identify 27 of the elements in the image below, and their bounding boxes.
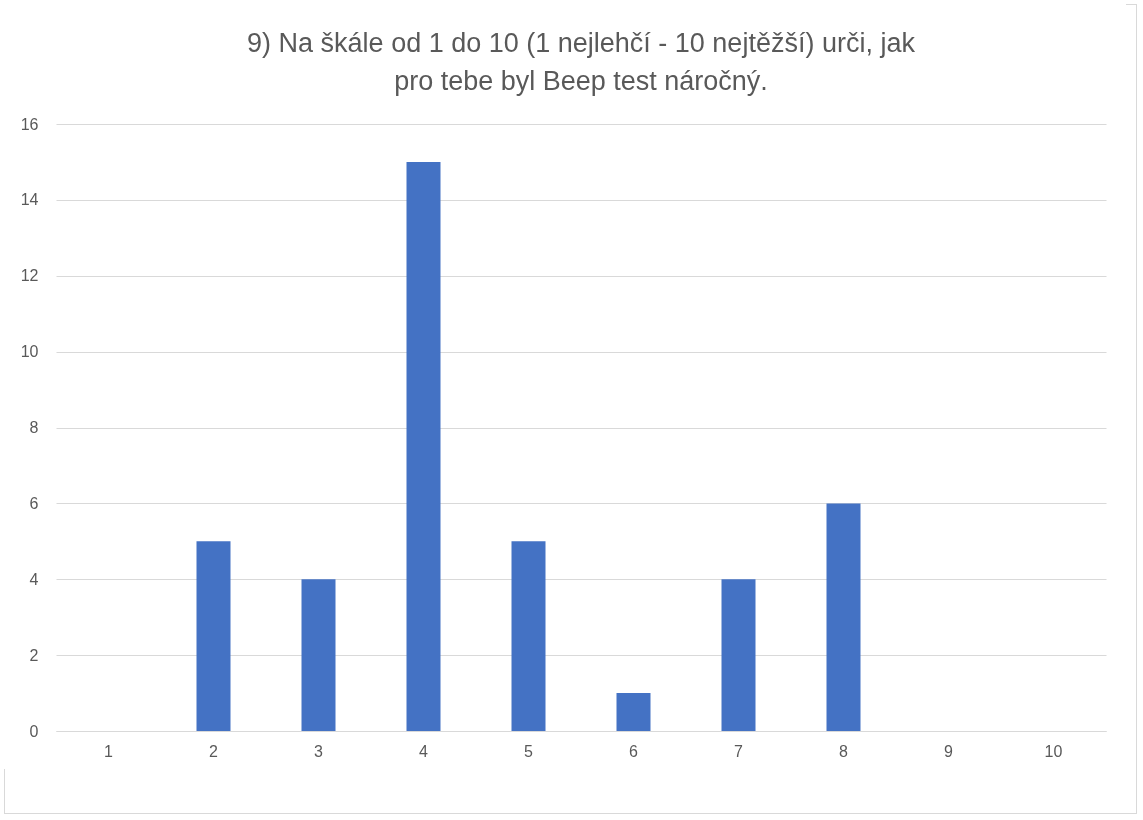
x-tick-label: 6 [629,742,639,760]
y-tick-label: 2 [29,646,39,664]
y-tick-label: 6 [29,494,39,512]
x-tick-label: 9 [944,742,954,760]
x-tick-label: 1 [104,742,114,760]
bar [721,579,756,731]
bar [511,541,546,731]
bar [301,579,336,731]
x-tick-label: 2 [209,742,219,760]
y-tick-label: 0 [29,722,39,740]
x-tick-label: 10 [1044,742,1063,760]
y-tick-label: 10 [20,343,39,361]
bar [616,693,651,731]
x-tick-label: 4 [419,742,429,760]
bar [196,541,231,731]
x-tick-label: 5 [524,742,534,760]
chart-title: 9) Na škále od 1 do 10 (1 nejlehčí - 10 nejtěžší) urči, jak pro tebe byl Beep test náročný. [247,28,916,96]
x-tick-label: 7 [734,742,744,760]
x-tick-label: 8 [839,742,849,760]
y-tick-label: 12 [20,267,39,285]
bar [406,161,441,731]
y-tick-label: 4 [29,570,39,588]
y-tick-label: 14 [20,191,39,209]
y-tick-label: 8 [29,419,39,436]
y-tick-label: 16 [20,115,39,133]
bar [826,503,861,731]
x-tick-label: 3 [314,742,324,760]
